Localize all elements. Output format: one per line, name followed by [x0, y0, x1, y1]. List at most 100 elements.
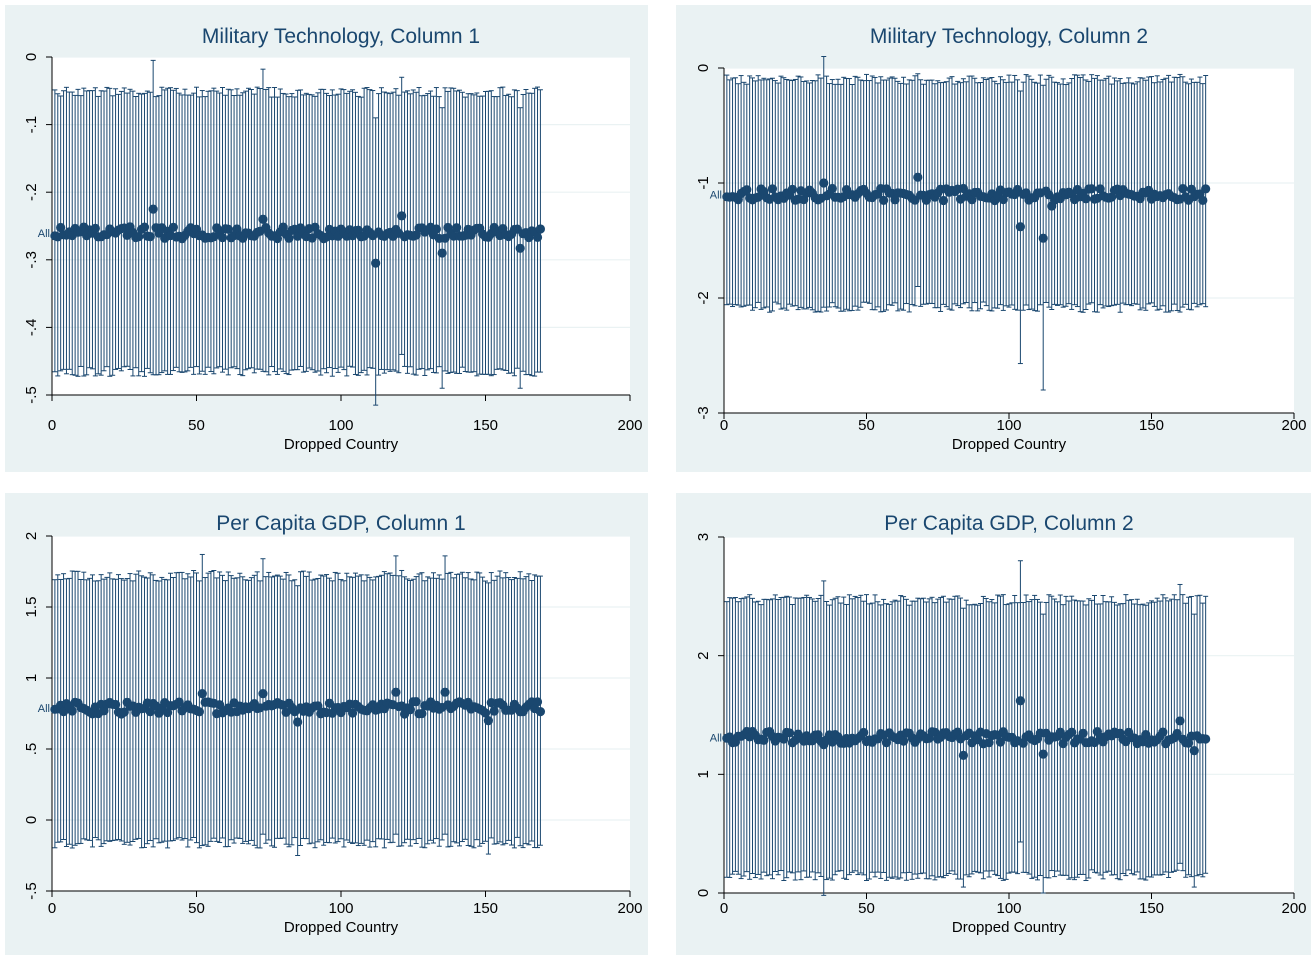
y-tick-label: -.4	[23, 319, 40, 337]
estimate-point	[284, 233, 294, 243]
estimate-point	[995, 737, 1006, 747]
x-tick-label: 200	[617, 900, 642, 917]
estimate-point	[819, 178, 829, 188]
estimate-point	[110, 699, 121, 710]
estimate-point	[217, 232, 228, 243]
estimate-point	[411, 230, 421, 240]
x-tick-label: 150	[1139, 417, 1164, 434]
x-axis-label: Dropped Country	[284, 919, 399, 936]
estimate-point	[742, 185, 752, 195]
estimate-point	[1201, 734, 1211, 744]
estimate-point	[67, 706, 77, 716]
reference-all-label: All	[38, 228, 50, 240]
estimate-point	[278, 222, 288, 232]
chart-title: Per Capita GDP, Column 1	[216, 512, 465, 535]
reference-all-label: All	[710, 190, 722, 202]
estimate-point	[391, 687, 401, 697]
y-tick-label: 2	[695, 651, 712, 659]
chart-title: Military Technology, Column 2	[870, 25, 1148, 48]
estimate-point	[293, 717, 303, 727]
chart-panel-military-technology-column-1: Military Technology, Column 1 0 -.1 -.2 -.3 -…	[5, 5, 648, 472]
estimate-point	[1201, 184, 1211, 194]
x-tick-label: 50	[188, 900, 205, 917]
y-tick-label: -.3	[23, 251, 40, 269]
y-tick-label: 0	[695, 889, 712, 897]
estimate-point	[1178, 183, 1188, 194]
estimate-point	[913, 172, 923, 182]
estimate-point	[784, 728, 795, 738]
point-estimates	[50, 204, 546, 268]
y-tick-label: 0	[23, 53, 40, 61]
x-tick-label: 200	[1281, 417, 1306, 434]
x-tick-label: 100	[328, 900, 353, 917]
x-tick-label: 200	[1281, 900, 1306, 917]
estimate-point	[532, 697, 543, 707]
estimate-point	[898, 736, 909, 746]
estimate-point	[535, 707, 546, 717]
estimate-point	[1015, 696, 1025, 706]
estimate-point	[1175, 716, 1185, 726]
y-tick-label: -.5	[23, 386, 40, 404]
estimate-point	[767, 184, 778, 194]
estimate-point	[197, 689, 207, 699]
estimate-point	[489, 706, 499, 716]
x-tick-label: 50	[858, 900, 875, 917]
chart-title: Per Capita GDP, Column 2	[884, 512, 1133, 535]
estimate-point	[56, 222, 66, 233]
chart-title: Military Technology, Column 1	[202, 25, 480, 48]
estimate-point	[1081, 194, 1091, 204]
estimate-point	[984, 738, 994, 748]
estimate-point	[1172, 728, 1182, 739]
estimate-point	[1189, 746, 1199, 756]
estimate-point	[1089, 737, 1100, 748]
x-axis-label: Dropped Country	[952, 919, 1067, 936]
estimate-point	[535, 224, 546, 234]
chart-panel-per-capita-gdp-column-2: Per Capita GDP, Column 2 3 2 1 0 0 50 100 150 200…	[676, 493, 1311, 955]
x-tick-label: 100	[996, 417, 1021, 434]
estimate-point	[145, 707, 155, 717]
estimate-point	[258, 214, 268, 224]
reference-all-label: All	[710, 733, 722, 745]
y-tick-label: 2	[23, 532, 40, 540]
x-tick-label: 200	[617, 417, 642, 434]
estimate-point	[168, 222, 178, 232]
y-tick-label: -3	[695, 406, 712, 419]
x-tick-label: 0	[720, 417, 728, 434]
estimate-point	[787, 184, 797, 194]
y-tick-label: 1.5	[23, 597, 40, 618]
point-estimates	[50, 687, 546, 727]
y-tick-label: 3	[695, 533, 712, 541]
chart-svg: Military Technology, Column 2 0 -1 -2 -3 0 50 1…	[695, 25, 1307, 453]
x-tick-label: 0	[48, 417, 56, 434]
estimate-point	[440, 687, 450, 697]
estimate-point	[397, 211, 407, 221]
estimate-point	[879, 195, 889, 205]
estimate-point	[998, 194, 1008, 205]
estimate-point	[1038, 749, 1048, 759]
y-tick-label: .5	[23, 743, 40, 756]
estimate-point	[753, 192, 763, 202]
x-tick-label: 150	[473, 900, 498, 917]
reference-all-label: All	[38, 703, 50, 715]
estimate-point	[1095, 184, 1105, 194]
estimate-point	[411, 697, 421, 707]
estimate-point	[134, 231, 144, 242]
estimate-point	[483, 716, 493, 726]
estimate-point	[958, 750, 968, 760]
estimate-point	[437, 248, 447, 258]
x-tick-label: 100	[328, 417, 353, 434]
estimate-point	[347, 708, 358, 718]
estimate-point	[938, 195, 949, 206]
y-tick-label: -.2	[23, 183, 40, 201]
x-tick-label: 150	[1139, 900, 1164, 917]
estimate-point	[145, 232, 155, 242]
estimate-point	[1038, 233, 1048, 243]
estimate-point	[119, 707, 129, 717]
y-tick-label: -.1	[23, 116, 40, 134]
estimate-point	[223, 224, 233, 234]
chart-svg: Military Technology, Column 1 0 -.1 -.2 -.3 -…	[23, 25, 643, 453]
estimate-point	[859, 727, 869, 738]
estimate-point	[881, 737, 892, 748]
chart-panel-military-technology-column-2: Military Technology, Column 2 0 -1 -2 -3 0 50 1…	[676, 5, 1311, 472]
